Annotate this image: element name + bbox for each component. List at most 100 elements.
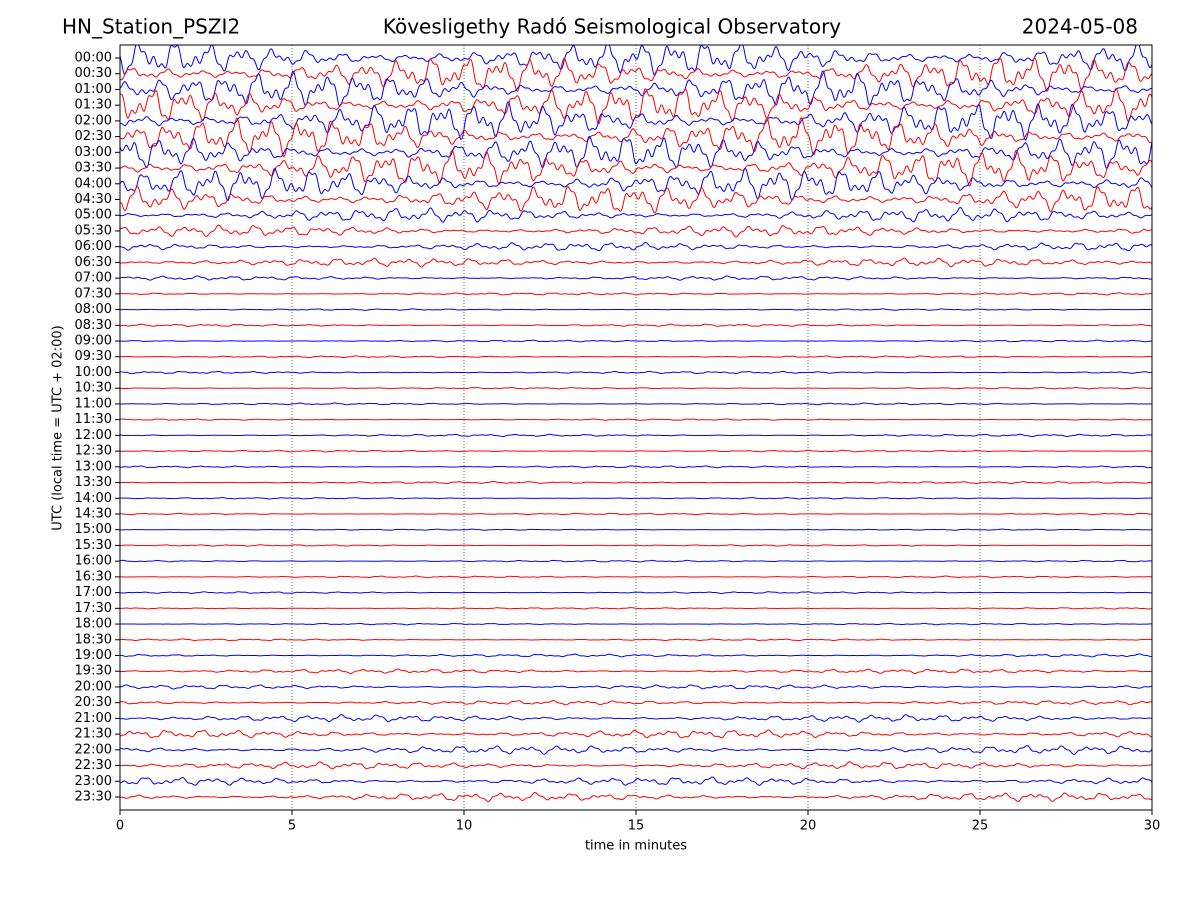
- y-tick-label: 10:30: [75, 381, 112, 396]
- trace: [120, 45, 1152, 76]
- trace: [120, 638, 1152, 642]
- x-tick-label: 30: [1144, 819, 1161, 834]
- x-tick-label: 20: [800, 819, 817, 834]
- trace: [120, 607, 1152, 610]
- y-tick-label: 18:30: [75, 632, 112, 647]
- trace: [120, 117, 1152, 158]
- y-tick-label: 00:30: [75, 66, 112, 81]
- y-tick-label: 06:30: [75, 255, 112, 270]
- traces: [120, 45, 1152, 810]
- y-tick-label: 04:00: [75, 176, 112, 191]
- trace: [120, 418, 1152, 421]
- trace: [120, 185, 1152, 214]
- x-tick-label: 15: [628, 819, 645, 834]
- trace: [120, 292, 1152, 296]
- x-axis-label: time in minutes: [585, 839, 687, 854]
- chart-title: Kövesligethy Radó Seismological Observat…: [383, 15, 841, 39]
- trace: [120, 70, 1152, 108]
- y-tick-label: 00:00: [75, 51, 112, 66]
- y-tick-label: 11:30: [75, 412, 112, 427]
- y-tick-label: 05:30: [75, 223, 112, 238]
- y-tick-label: 18:00: [75, 617, 112, 632]
- x-tick-label: 5: [288, 819, 296, 834]
- y-tick-label: 02:00: [75, 113, 112, 128]
- trace: [120, 323, 1152, 327]
- trace: [120, 761, 1152, 770]
- trace: [120, 559, 1152, 563]
- y-tick-label: 15:30: [75, 538, 112, 553]
- trace: [120, 714, 1152, 723]
- y-tick-label: 02:30: [75, 129, 112, 144]
- y-tick-label: 01:30: [75, 98, 112, 113]
- y-tick-label: 07:30: [75, 286, 112, 301]
- trace: [120, 745, 1152, 755]
- trace: [120, 167, 1152, 202]
- trace: [120, 791, 1152, 803]
- trace: [120, 575, 1152, 579]
- y-tick-label: 21:30: [75, 727, 112, 742]
- x-tick-label: 10: [456, 819, 473, 834]
- trace: [120, 242, 1152, 252]
- y-tick-label: 12:30: [75, 444, 112, 459]
- y-tick-label: 13:00: [75, 459, 112, 474]
- y-tick-label: 22:30: [75, 758, 112, 773]
- y-tick-label: 09:00: [75, 334, 112, 349]
- y-tick-label: 13:30: [75, 475, 112, 490]
- trace: [120, 528, 1152, 531]
- y-tick-label: 03:00: [75, 145, 112, 160]
- trace: [120, 224, 1152, 238]
- trace: [120, 729, 1152, 739]
- trace: [120, 149, 1152, 187]
- y-tick-label: 12:00: [75, 428, 112, 443]
- y-tick-label: 09:30: [75, 349, 112, 364]
- trace: [120, 653, 1152, 658]
- y-tick-label: 23:00: [75, 774, 112, 789]
- trace: [120, 433, 1152, 438]
- y-tick-label: 16:00: [75, 554, 112, 569]
- trace: [120, 699, 1152, 706]
- y-tick-label: 10:00: [75, 365, 112, 380]
- y-tick-label: 06:00: [75, 239, 112, 254]
- trace: [120, 402, 1152, 406]
- trace: [120, 100, 1152, 141]
- trace: [120, 339, 1152, 343]
- y-tick-label: 15:00: [75, 522, 112, 537]
- y-tick-label: 19:00: [75, 648, 112, 663]
- y-tick-label: 17:00: [75, 585, 112, 600]
- trace: [120, 386, 1152, 390]
- y-tick-label: 05:00: [75, 208, 112, 223]
- y-tick-label: 19:30: [75, 664, 112, 679]
- y-tick-label: 08:00: [75, 302, 112, 317]
- y-tick-label: 23:30: [75, 790, 112, 805]
- y-axis-label: UTC (local time = UTC + 02:00): [51, 325, 66, 530]
- station-title: HN_Station_PSZI2: [62, 15, 240, 39]
- y-tick-label: 08:30: [75, 318, 112, 333]
- y-tick-label: 20:30: [75, 695, 112, 710]
- trace: [120, 257, 1152, 268]
- y-tick-label: 14:00: [75, 491, 112, 506]
- trace: [120, 355, 1152, 359]
- y-tick-label: 07:00: [75, 271, 112, 286]
- trace: [120, 512, 1152, 516]
- trace: [120, 480, 1152, 485]
- trace: [120, 622, 1152, 626]
- y-tick-label: 21:00: [75, 711, 112, 726]
- trace: [120, 591, 1152, 594]
- y-tick-label: 01:00: [75, 82, 112, 97]
- trace: [120, 206, 1152, 223]
- trace: [120, 57, 1152, 93]
- y-tick-label: 22:00: [75, 742, 112, 757]
- trace: [120, 370, 1152, 375]
- y-tick-label: 04:30: [75, 192, 112, 207]
- trace: [120, 465, 1152, 469]
- y-tick-label: 17:30: [75, 601, 112, 616]
- trace: [120, 87, 1152, 125]
- trace: [120, 449, 1152, 453]
- trace: [120, 776, 1152, 786]
- date-title: 2024-05-08: [1022, 15, 1138, 39]
- y-tick-label: 03:30: [75, 161, 112, 176]
- trace: [120, 684, 1152, 690]
- y-tick-label: 20:00: [75, 679, 112, 694]
- trace: [120, 497, 1152, 500]
- trace: [120, 544, 1152, 547]
